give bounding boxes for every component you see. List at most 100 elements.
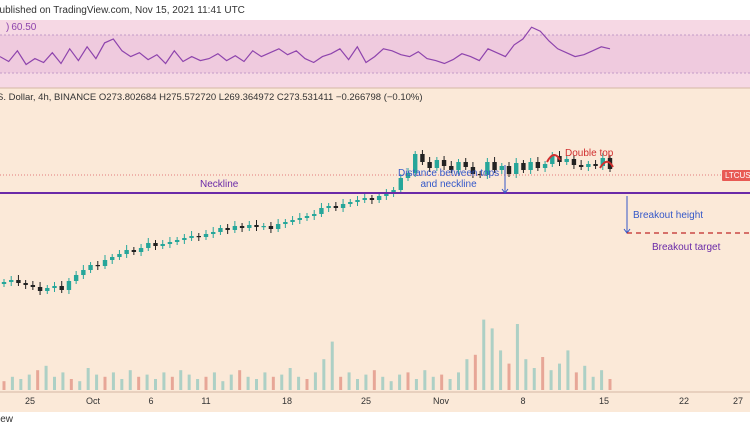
candle-body: [550, 156, 555, 164]
candle-body: [542, 164, 548, 168]
volume-bar: [19, 379, 23, 390]
candle-body: [492, 162, 497, 170]
candle-body: [153, 243, 158, 246]
x-tick-label: Oct: [85, 396, 101, 406]
volume-bar: [36, 370, 40, 390]
volume-bar: [423, 370, 427, 390]
volume-bar: [137, 376, 141, 390]
x-tick-label: 6: [148, 396, 154, 406]
candle-body: [441, 160, 447, 166]
candle-body: [196, 236, 201, 238]
rsi-band: [0, 35, 750, 73]
candle-body: [304, 216, 310, 218]
volume-bar: [499, 350, 503, 390]
volume-bar: [566, 350, 570, 390]
candle-body: [600, 158, 605, 166]
rsi-value: 60.50: [6, 22, 36, 33]
volume-bar: [10, 376, 14, 390]
double-top-label: Double top: [565, 148, 614, 159]
candle-body: [138, 248, 144, 252]
volume-bar: [313, 372, 317, 390]
candle-body: [427, 162, 432, 168]
volume-bar: [69, 379, 73, 390]
published-label: published on TradingView.com, Nov 15, 20…: [0, 5, 245, 16]
volume-bar: [591, 376, 595, 390]
candle-body: [499, 166, 504, 170]
volume-bar: [145, 374, 149, 390]
candle-body: [225, 228, 230, 230]
x-tick-label: 15: [598, 396, 610, 406]
volume-bar: [600, 370, 604, 390]
candle-body: [485, 162, 490, 175]
ohlc-readout: S. Dollar, 4h, BINANCE O273.802684 H275.…: [0, 92, 423, 103]
volume-bar: [103, 376, 107, 390]
volume-bar: [482, 319, 486, 390]
top2-arc: [599, 160, 614, 169]
volume-bar: [305, 379, 309, 390]
candle-body: [535, 162, 541, 168]
volume-bar: [608, 379, 612, 390]
volume-bar: [372, 370, 376, 390]
volume-bar: [406, 372, 410, 390]
volume-bar: [465, 359, 469, 390]
distance-label-line1: Distance between tops: [398, 168, 500, 179]
candle-body: [37, 287, 43, 291]
candle-body: [348, 202, 353, 204]
candle-body: [117, 254, 122, 257]
volume-bar: [196, 379, 200, 390]
candle-body: [182, 238, 187, 240]
candle-body: [174, 240, 180, 242]
candle-body: [571, 159, 577, 165]
volume-bar: [78, 381, 82, 390]
volume-bar: [229, 374, 233, 390]
candle-body: [218, 228, 223, 232]
volume-bar: [490, 328, 494, 390]
candles: [1, 150, 613, 295]
volume-bar: [549, 370, 553, 390]
x-tick-label: 8: [520, 396, 526, 406]
candle-body: [463, 162, 468, 167]
volume-bar: [574, 372, 578, 390]
candle-body: [88, 265, 93, 270]
candle-body: [434, 160, 440, 168]
candle-body: [312, 214, 317, 216]
candle-body: [376, 196, 382, 200]
volume-bar: [515, 324, 519, 390]
volume-bar: [170, 376, 174, 390]
candle-body: [319, 208, 324, 214]
volume-bar: [398, 374, 402, 390]
candle-body: [131, 250, 137, 252]
candle-body: [528, 162, 533, 170]
candle-body: [506, 166, 512, 174]
candle-body: [59, 286, 64, 290]
volume-bar: [381, 376, 385, 390]
candle-body: [16, 280, 21, 283]
volume-bar: [541, 357, 545, 390]
volume-bar: [27, 374, 31, 390]
candle-body: [413, 154, 418, 173]
price-tag: LTCUSD: [722, 170, 750, 181]
volume-bar: [44, 365, 48, 390]
volume-bar: [558, 363, 561, 390]
x-tick-label: 18: [281, 396, 293, 406]
candle-body: [211, 232, 216, 234]
candle-body: [398, 178, 403, 190]
candle-body: [362, 198, 367, 200]
candle-body: [146, 243, 151, 248]
candle-body: [326, 206, 331, 208]
volume-bars: [2, 319, 612, 390]
candle-body: [232, 226, 238, 230]
candle-body: [52, 286, 57, 288]
breakout-height-label: Breakout height: [633, 210, 704, 221]
candle-body: [290, 220, 295, 222]
breakout-target-label: Breakout target: [652, 242, 721, 253]
header-bar: [0, 0, 750, 20]
candle-body: [456, 162, 461, 170]
candle-body: [110, 257, 115, 260]
candle-body: [449, 166, 454, 170]
candle-body: [586, 164, 591, 167]
volume-bar: [524, 359, 528, 390]
volume-bar: [246, 376, 250, 390]
volume-bar: [440, 374, 444, 390]
